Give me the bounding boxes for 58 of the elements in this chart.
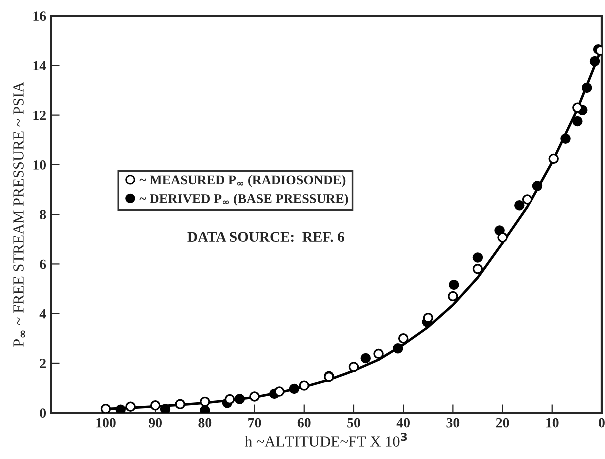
x-tick-label: 70: [248, 418, 262, 428]
y-tick-label: 14: [34, 61, 46, 71]
y-tick-label: 0: [40, 408, 46, 418]
point: [572, 102, 583, 113]
legend-label: ~ MEASURED P$_{∞}$ (RADIOSONDE): [140, 175, 346, 188]
x-tick-label: 40: [396, 418, 410, 428]
point: [100, 404, 112, 414]
point: [234, 394, 246, 404]
point: [200, 406, 210, 414]
point: [348, 362, 360, 372]
legend-label: ~ DERIVED P$_{∞}$ (BASE PRESSURE): [140, 194, 348, 206]
point: [200, 396, 210, 408]
x-tick-label: 20: [496, 418, 510, 428]
point: [250, 392, 260, 402]
x-tick-label: 30: [446, 418, 460, 428]
x-axis-title: h ~ALTITUDE~FT X 10$^{3}$: [245, 433, 408, 447]
point: [590, 56, 600, 67]
point: [299, 380, 310, 391]
x-tick-label: 50: [348, 418, 360, 428]
point: [514, 200, 525, 211]
point: [560, 134, 571, 144]
x-tick-label: 0: [599, 418, 605, 428]
point: [472, 264, 484, 274]
x-tick-label: 80: [198, 418, 212, 428]
point: [374, 348, 384, 360]
point: [522, 194, 533, 205]
x-tick-label: 90: [149, 418, 162, 428]
y-tick-label: 6: [40, 260, 46, 270]
y-tick-label: 16: [34, 12, 46, 22]
point: [398, 334, 409, 344]
point: [289, 384, 300, 394]
point: [572, 116, 583, 127]
point: [160, 404, 171, 414]
y-tick-label: 12: [34, 110, 46, 120]
point: [126, 402, 136, 412]
point: [393, 343, 404, 354]
x-tick-label: 10: [546, 418, 559, 428]
point: [116, 404, 126, 414]
point: [175, 399, 186, 410]
point: [150, 400, 161, 411]
y-tick-label: 2: [40, 359, 46, 368]
point: [532, 181, 543, 192]
y-axis-title: P$_{∞}$ ~ FREE STREAM PRESSURE ~ PSIA: [14, 82, 26, 347]
point: [498, 232, 508, 243]
point: [274, 386, 285, 397]
point: [472, 252, 484, 263]
point: [360, 353, 371, 364]
x-tick-label: 100: [96, 418, 116, 428]
point: [582, 82, 592, 94]
point: [224, 394, 236, 405]
point: [448, 291, 458, 302]
point: [548, 154, 559, 164]
y-tick-label: 4: [40, 310, 46, 319]
y-tick-label: 8: [40, 210, 46, 220]
point: [449, 280, 460, 290]
x-tick-label: 60: [298, 418, 311, 428]
y-tick-label: 10: [34, 160, 46, 170]
annotation: DATA SOURCE: REF. 6: [188, 232, 344, 242]
